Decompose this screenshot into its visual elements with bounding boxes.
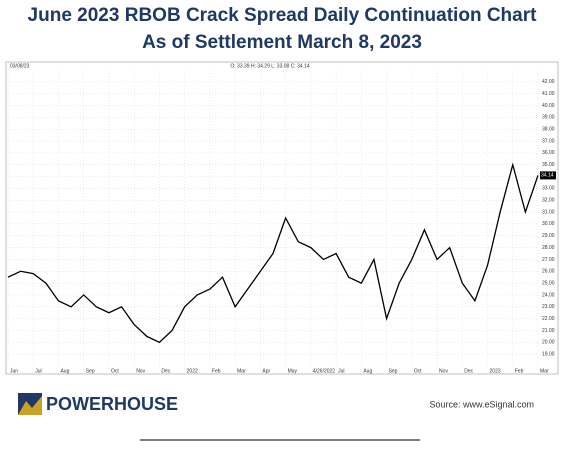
x-tick-label: Sep (86, 368, 95, 374)
y-tick-label: 40.00 (542, 103, 555, 109)
y-tick-label: 36.00 (542, 150, 555, 156)
y-tick-label: 33.00 (542, 186, 555, 192)
x-tick-label: Aug (60, 368, 69, 374)
y-tick-label: 20.00 (542, 340, 555, 346)
y-tick-label: 25.00 (542, 280, 555, 286)
y-tick-label: 26.00 (542, 269, 555, 275)
logo-accent (18, 396, 42, 415)
x-tick-label: 2022 (187, 368, 198, 374)
x-tick-label: Feb (515, 368, 524, 374)
y-tick-label: 37.00 (542, 138, 555, 144)
x-tick-label: Jul (338, 368, 344, 374)
x-tick-label: Dec (161, 368, 170, 374)
y-tick-label: 23.00 (542, 304, 555, 310)
price-line (7, 162, 539, 344)
y-tick-label: 24.00 (542, 292, 555, 298)
y-tick-label: 30.00 (542, 221, 555, 227)
y-tick-label: 35.00 (542, 162, 555, 168)
x-tick-label: Nov (439, 368, 448, 374)
x-tick-label: Jul (35, 368, 41, 374)
x-tick-label: Nov (136, 368, 145, 374)
x-tick-label: Jun (10, 368, 18, 374)
y-tick-label: 29.00 (542, 233, 555, 239)
x-tick-label: May (288, 368, 298, 374)
x-tick-label: Apr (262, 368, 270, 374)
ohlc: O: 33.39 H: 34.29 L: 33.08 C: 34.14 (230, 63, 309, 69)
chart-frame (5, 61, 559, 375)
x-tick-label: Sep (389, 368, 398, 374)
x-tick-label: Oct (111, 368, 119, 374)
y-tick-label: 41.00 (542, 91, 555, 97)
x-tick-label: Feb (212, 368, 221, 374)
x-tick-label: 4/26/2022 (313, 368, 335, 374)
y-tick-label: 32.00 (542, 198, 555, 204)
y-tick-label: 19.00 (542, 351, 555, 357)
y-tick-label: 38.00 (542, 127, 555, 133)
y-tick-label: 27.00 (542, 257, 555, 263)
last-price: 34.14 (541, 173, 554, 179)
price-tag (540, 171, 556, 180)
chart-subtitle: As of Settlement March 8, 2023 (142, 32, 422, 53)
x-tick-label: Aug (363, 368, 372, 374)
y-tick-label: 42.00 (542, 79, 555, 85)
y-tick-label: 22.00 (542, 316, 555, 322)
x-tick-label: 2023 (490, 368, 501, 374)
y-tick-label: 21.00 (542, 328, 555, 334)
x-tick-label: Mar (540, 368, 549, 374)
source: Source: www.eSignal.com (429, 399, 534, 409)
y-tick-label: 28.00 (542, 245, 555, 251)
x-tick-label: Oct (414, 368, 422, 374)
x-tick-label: Dec (464, 368, 473, 374)
header-date: 03/08/23 (10, 63, 30, 69)
chart-title: June 2023 RBOB Crack Spread Daily Contin… (28, 5, 538, 26)
y-tick-label: 39.00 (542, 115, 555, 121)
brand: POWERHOUSE (46, 394, 178, 414)
y-tick-label: 31.00 (542, 209, 555, 215)
x-tick-label: Mar (237, 368, 246, 374)
